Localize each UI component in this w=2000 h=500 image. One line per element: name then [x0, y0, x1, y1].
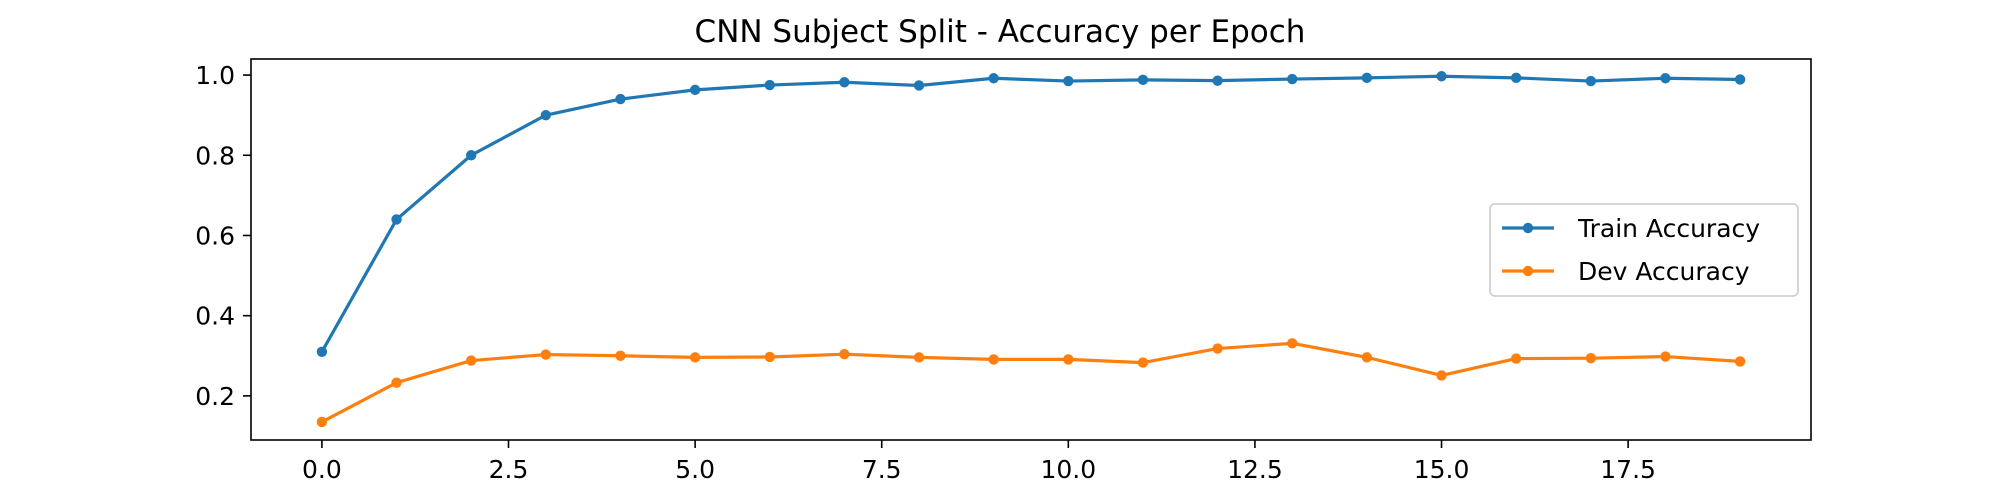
legend-swatch-marker-0	[1522, 222, 1534, 234]
series-0-point	[1734, 74, 1746, 85]
x-tick-label: 17.5	[1600, 455, 1656, 484]
series-0-point	[1287, 73, 1298, 85]
series-line-0	[319, 74, 1742, 354]
series-0-point	[1436, 71, 1447, 82]
plot-area	[316, 71, 1746, 428]
x-tick-label: 12.5	[1227, 455, 1283, 484]
series-0-point	[1063, 75, 1074, 87]
series-1-point	[316, 416, 328, 428]
series-1-point	[764, 351, 775, 363]
y-tick-label: 1.0	[195, 61, 235, 90]
series-0-point	[1361, 72, 1373, 84]
series-1-point	[913, 352, 925, 363]
series-0-point	[988, 73, 999, 84]
axes: 0.0 2.5 5.0 7.5 10.0 12.5 15.0 17.5 0.2 0.4 0.6 0.8…	[195, 58, 1812, 484]
series-0-point	[913, 80, 925, 91]
series-0-point	[391, 214, 402, 225]
series-1-point	[1361, 352, 1373, 363]
series-1-point	[988, 354, 999, 365]
y-tick-label: 0.8	[195, 141, 235, 170]
series-1-point	[391, 377, 402, 388]
series-1-point	[1212, 343, 1223, 354]
x-tick-label: 0.0	[302, 455, 342, 484]
x-tick-label: 10.0	[1040, 455, 1096, 484]
series-1-point	[540, 349, 552, 360]
x-tick-label: 5.0	[675, 455, 715, 484]
series-0-point	[839, 77, 850, 88]
series-1-point	[1436, 370, 1447, 381]
legend-label-1: Dev Accuracy	[1578, 257, 1750, 286]
series-1-point	[1660, 351, 1671, 362]
series-1-point	[1287, 338, 1298, 349]
legend: Train Accuracy Dev Accuracy	[1489, 203, 1799, 297]
series-0-point	[1660, 73, 1671, 84]
legend-box	[1489, 203, 1799, 297]
series-1-point	[1585, 352, 1597, 364]
series-0-point	[689, 84, 701, 96]
series-0-point	[1585, 75, 1597, 87]
x-tick-label: 15.0	[1414, 455, 1470, 484]
series-0-point	[540, 109, 552, 121]
series-0-point	[316, 346, 328, 357]
series-1-point	[839, 348, 850, 360]
y-tick-label: 0.2	[195, 382, 235, 411]
series-1-point	[1510, 353, 1522, 364]
series-0-point	[764, 79, 775, 91]
series-0-point	[1212, 75, 1223, 86]
series-1-point	[1137, 357, 1149, 368]
series-0-point	[465, 150, 477, 161]
series-0-point	[1137, 74, 1149, 86]
x-tick-label: 2.5	[489, 455, 529, 484]
series-0-point	[1510, 72, 1522, 84]
series-1-point	[465, 355, 477, 366]
y-tick-label: 0.4	[195, 302, 235, 331]
legend-swatch-marker-1	[1522, 265, 1534, 277]
chart-title: CNN Subject Split - Accuracy per Epoch	[695, 14, 1306, 50]
series-1-point	[1063, 354, 1074, 365]
series-1-point	[615, 350, 626, 361]
x-tick-label: 7.5	[862, 455, 902, 484]
plot-frame	[250, 58, 1812, 441]
legend-label-0: Train Accuracy	[1577, 214, 1760, 243]
series-1-point	[689, 352, 701, 363]
y-tick-label: 0.6	[195, 221, 235, 250]
series-0-point	[615, 93, 626, 105]
series-1-point	[1734, 356, 1746, 367]
series-line-1	[319, 341, 1742, 425]
